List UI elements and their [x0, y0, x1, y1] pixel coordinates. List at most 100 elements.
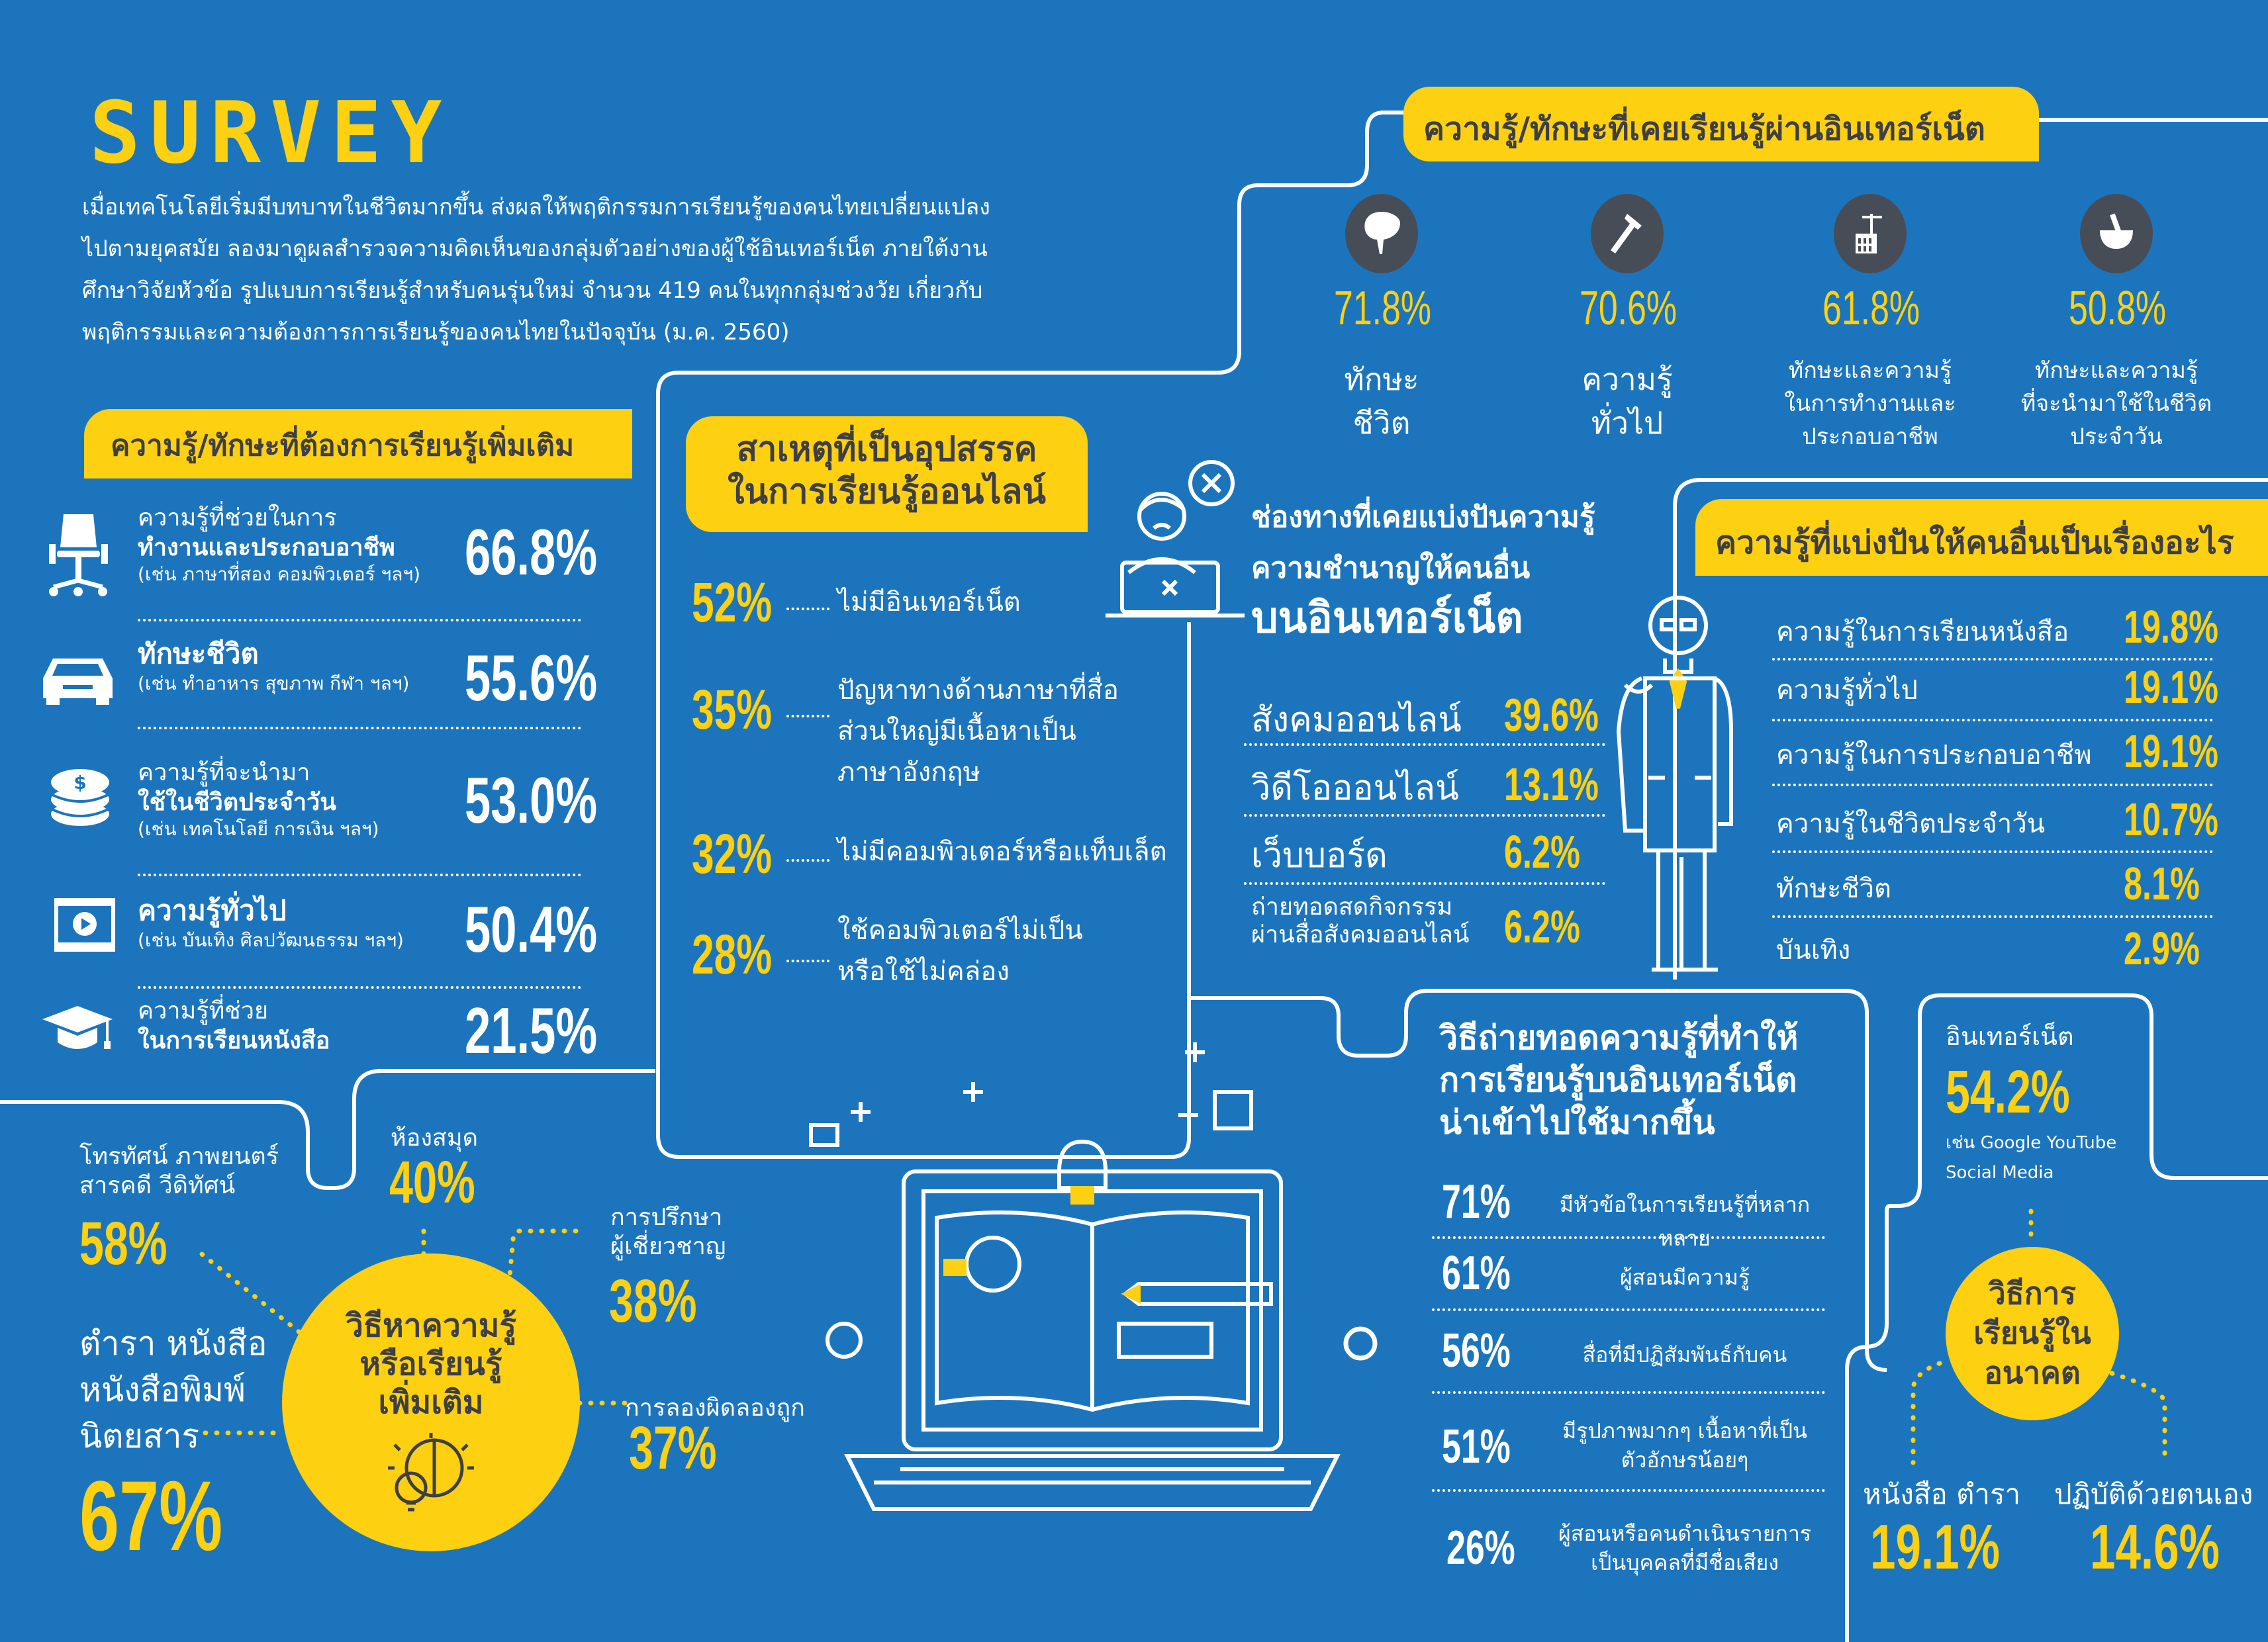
attractive-text: ผู้สอนหรือคนดำเนินรายการ เป็นบุคคลที่มีชื…	[1536, 1519, 1834, 1577]
divider	[1432, 1308, 1825, 1311]
divider	[1772, 658, 2213, 661]
video-player-icon	[54, 898, 115, 952]
text-line: ไม่มีอินเทอร์เน็ต	[837, 587, 1021, 617]
want-more-item-value: 66.8%	[465, 516, 598, 588]
item-line1: ความรู้ที่จะนำมา	[138, 759, 310, 786]
divider	[1244, 882, 1605, 885]
car-icon	[43, 659, 113, 705]
frustrated-user-illustration	[1106, 460, 1245, 617]
want-more-item-label: ความรู้ที่ช่วยในการ ทำงานและประกอบอาชีพ …	[138, 503, 420, 586]
want-more-item-value: 55.6%	[465, 641, 598, 714]
intro-line: ไปตามยุคสมัย ลองมาดูผลสำรวจความคิดเห็นขอ…	[82, 236, 988, 262]
learned-online-header: ความรู้/ทักษะที่เคยเรียนรู้ผ่านอินเทอร์เ…	[1403, 87, 2039, 161]
learned-online-value: 61.8%	[1822, 282, 1920, 335]
label-line: นิตยสาร	[79, 1417, 200, 1455]
text-line: ใช้คอมพิวเตอร์ไม่เป็น	[837, 915, 1083, 946]
item-note: (เช่น ทำอาหาร สุขภาพ กีฬา ฯลฯ)	[138, 672, 410, 694]
channel-label: เว็บบอร์ด	[1251, 836, 1388, 876]
mortar-pestle-icon	[2080, 194, 2153, 273]
channel-label: วิดีโอออนไลน์	[1251, 768, 1459, 808]
text-line: หรือใช้ไม่คล่อง	[837, 956, 1010, 987]
attractive-value: 51%	[1442, 1420, 1511, 1473]
want-more-item-value: 21.5%	[465, 994, 598, 1067]
label-line: ประจำวัน	[2070, 424, 2163, 450]
want-more-item-value: 53.0%	[465, 764, 598, 837]
label-line: ทักษะ	[1344, 361, 1419, 397]
learned-online-value: 70.6%	[1580, 282, 1677, 335]
title-line: วิธีถ่ายทอดความรู้ที่ทำให้	[1439, 1019, 1799, 1057]
internet-value: 54.2%	[1946, 1058, 2070, 1126]
future-self-label: ปฏิบัติด้วยตนเอง	[2054, 1478, 2253, 1510]
connector-line	[1187, 867, 1887, 1372]
attractive-text: สื่อที่มีปฏิสัมพันธ์กับคน	[1582, 1342, 1787, 1367]
obstacles-header: สาเหตุที่เป็นอุปสรรค ในการเรียนรู้ออนไลน…	[686, 416, 1088, 532]
attractive-title: วิธีถ่ายทอดความรู้ที่ทำให้ การเรียนรู้บน…	[1439, 1017, 1798, 1144]
divider	[138, 986, 581, 989]
internet-note: Social Media	[1946, 1163, 2054, 1183]
share-channels-title: ช่องทางที่เคยแบ่งปันความรู้ ความชำนาญให้…	[1251, 490, 1595, 645]
divider	[138, 874, 581, 876]
center-line: วิธีการ	[1988, 1275, 2077, 1311]
text-line: มีรูปภาพมากๆ เนื้อหาที่เป็น	[1562, 1418, 1807, 1443]
channel-value: 6.2%	[1504, 901, 1580, 952]
future-internet: อินเทอร์เน็ต 54.2% เช่น Google YouTube S…	[1946, 1016, 2118, 1183]
topic-label: ความรู้ในชีวิตประจำวัน	[1776, 809, 2046, 839]
header-line: ในการเรียนรู้ออนไลน์	[728, 472, 1046, 512]
text-line: ส่วนใหญ่มีเนื้อหาเป็น	[837, 716, 1076, 747]
obstacle-leader-dots	[786, 859, 829, 862]
attractive-value: 61%	[1442, 1247, 1511, 1300]
internet-note: เช่น Google YouTube	[1946, 1133, 2117, 1153]
attractive-value: 56%	[1442, 1324, 1511, 1377]
item-line2: ในการเรียนหนังสือ	[138, 1027, 330, 1054]
obstacle-value: 52%	[692, 571, 773, 633]
topic-value: 10.7%	[2124, 794, 2218, 845]
label-line: ทักษะและความรู้	[1788, 357, 1952, 384]
svg-text:$: $	[73, 772, 86, 794]
learned-online-label: ทักษะและความรู้ ในการทำงานและ ประกอบอาชีพ	[1758, 354, 1983, 453]
source-value: 37%	[629, 1414, 717, 1482]
channel-label: ถ่ายทอดสดกิจกรรม ผ่านสื่อสังคมออนไลน์	[1251, 893, 1470, 949]
channel-value: 6.2%	[1504, 826, 1580, 878]
text-line: ปัญหาทางด้านภาษาที่สื่อ	[837, 675, 1119, 706]
label-line: หนังสือพิมพ์	[79, 1371, 246, 1409]
obstacle-leader-dots	[786, 715, 829, 717]
attractive-text: ผู้สอนมีความรู้	[1619, 1265, 1750, 1290]
connector-line	[1845, 993, 2268, 1642]
label-line: โทรทัศน์ ภาพยนตร์	[79, 1143, 279, 1170]
divider	[1772, 850, 2213, 853]
want-more-item-label: ความรู้ทั่วไป (เช่น บันเทิง ศิลปวัฒนธรรม…	[138, 893, 404, 952]
title-line: ความชำนาญให้คนอื่น	[1251, 551, 1531, 585]
item-line2: ทักษะชีวิต	[138, 637, 259, 670]
connector-line	[0, 1069, 655, 1190]
brain-lightbulb-icon	[388, 1433, 474, 1512]
channel-value: 39.6%	[1504, 689, 1599, 741]
center-line: หรือเรียนรู้	[359, 1346, 502, 1383]
source-value: 58%	[79, 1210, 167, 1277]
label-line: สารคดี วีดิทัศน์	[79, 1172, 236, 1199]
office-chair-icon	[49, 514, 108, 596]
title-line: ช่องทางที่เคยแบ่งปันความรู้	[1251, 500, 1595, 534]
label-line: ทั่วไป	[1591, 405, 1664, 441]
want-more-item-label: ความรู้ที่ช่วย ในการเรียนหนังสือ	[138, 996, 330, 1056]
label-line: ที่จะนำมาใช้ในชีวิต	[2020, 390, 2212, 417]
divider	[1772, 719, 2213, 721]
source-label: ห้องสมุด	[391, 1124, 479, 1152]
item-line2: ความรู้ทั่วไป	[138, 894, 287, 927]
man-illustration	[1616, 596, 1733, 972]
obstacle-text: ไม่มีคอมพิวเตอร์หรือแท็บเล็ต	[837, 835, 1167, 868]
text-line: เป็นบุคคลที่มีชื่อเสียง	[1591, 1550, 1779, 1575]
divider	[1244, 743, 1605, 746]
source-value: 40%	[389, 1150, 475, 1216]
title-line: บนอินเทอร์เน็ต	[1251, 594, 1523, 643]
graduation-cap-icon	[42, 1006, 113, 1049]
obstacle-value: 35%	[692, 678, 773, 741]
item-line2: ทำงานและประกอบอาชีพ	[138, 534, 395, 561]
topic-label: ความรู้ทั่วไป	[1776, 675, 1918, 706]
divider	[1432, 1236, 1825, 1239]
internet-label: อินเทอร์เน็ต	[1946, 1022, 2074, 1051]
obstacle-value: 28%	[692, 923, 773, 985]
source-value: 67%	[79, 1460, 223, 1571]
item-note: (เช่น เทคโนโลยี การเงิน ฯลฯ)	[138, 818, 379, 840]
future-books-value: 19.1%	[1870, 1512, 2000, 1582]
want-more-header: ความรู้/ทักษะที่ต้องการเรียนรู้เพิ่มเติม	[84, 409, 632, 479]
